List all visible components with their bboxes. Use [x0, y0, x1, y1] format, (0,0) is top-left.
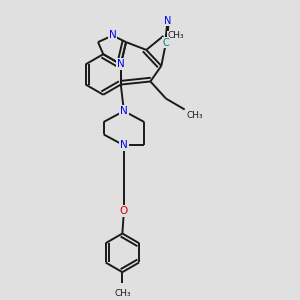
Text: N: N: [109, 31, 116, 40]
Text: N: N: [164, 16, 172, 26]
Text: N: N: [120, 106, 128, 116]
Text: N: N: [117, 59, 125, 69]
Text: C: C: [163, 38, 170, 47]
Text: CH₃: CH₃: [114, 289, 131, 298]
Text: CH₃: CH₃: [167, 32, 184, 40]
Text: N: N: [120, 140, 128, 150]
Text: O: O: [120, 206, 128, 216]
Text: CH₃: CH₃: [186, 111, 203, 120]
